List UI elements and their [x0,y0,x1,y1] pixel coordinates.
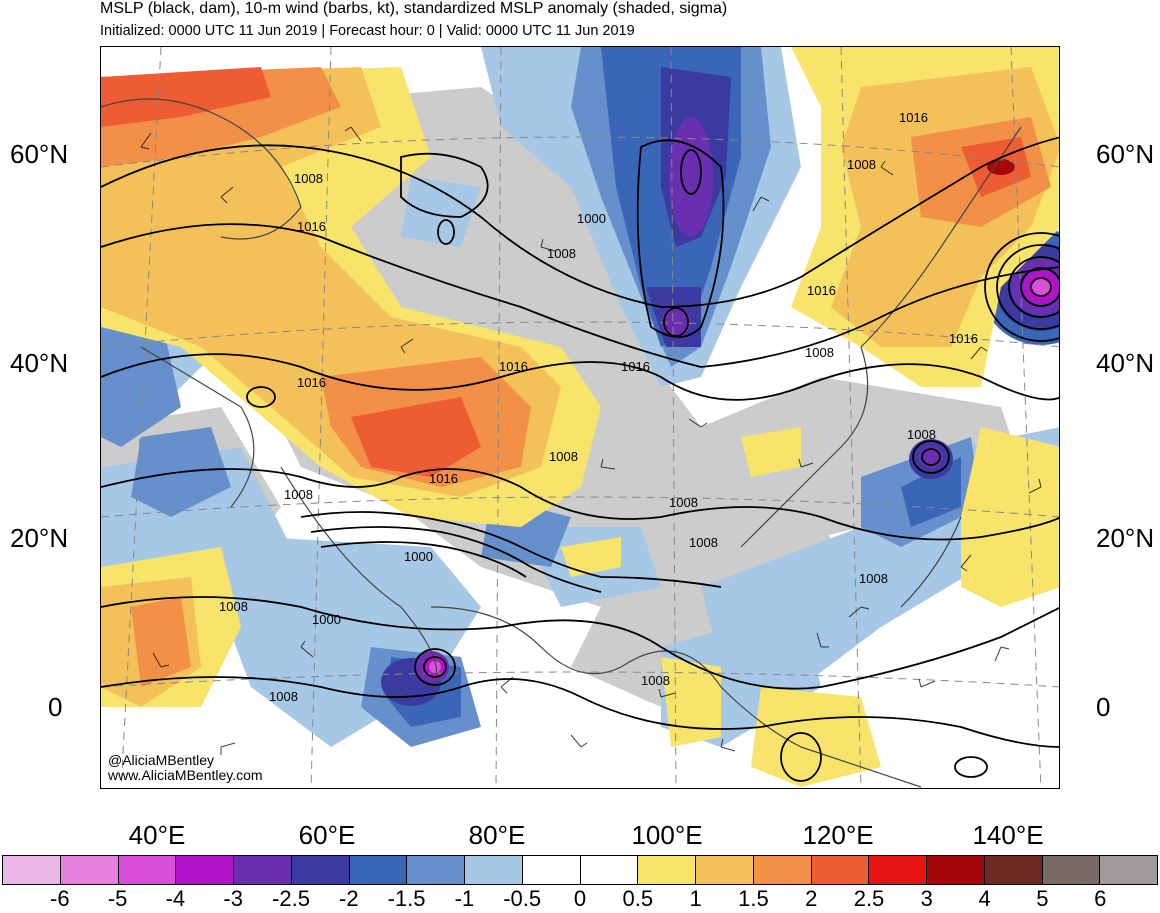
isobar-label: 1008 [294,171,323,186]
isobar-label: 1016 [429,471,458,486]
colorbar-swatch [696,856,754,884]
arabian-sea-low-anomaly [423,655,447,679]
lat-label-right-20: 20°N [1096,523,1155,553]
isobar-label: 1008 [641,673,670,688]
colorbar-tick-label: -6 [50,886,70,911]
lon-label-80e: 80°E [468,820,526,850]
colorbar-tick-label: -2 [339,886,359,911]
colorbar-tick-label: 2 [805,886,818,911]
colorbar-swatch [349,856,408,884]
isobar-label: 1008 [847,157,876,172]
colorbar-swatch [234,856,292,884]
colorbar-swatch [1100,856,1157,884]
colorbar-swatch [927,856,985,884]
isobar-label: 1008 [907,427,936,442]
dark-red-anomaly-areas [987,159,1015,175]
lat-label-right-0: 0 [1096,692,1111,722]
colorbar-swatch [1042,856,1101,884]
lat-label-right-40: 40°N [1096,348,1155,378]
isobar-label: 1016 [807,283,836,298]
isobar-label: 1008 [269,689,298,704]
credit-website: www.AliciaMBentley.com [108,767,263,783]
colorbar-tick-label: -0.5 [503,886,542,911]
isobar-label: 1016 [949,331,978,346]
weather-map: 1008 1016 1000 1008 1016 1016 1008 1016 … [100,46,1060,789]
colorbar [2,855,1158,885]
isobar-label: 1008 [547,246,576,261]
colorbar-tick-label: 5 [1036,886,1049,911]
graticule [101,47,1059,788]
colorbar-swatch [118,856,177,884]
colorbar-tick-label: 0 [573,886,587,911]
colorbar-swatch [580,856,639,884]
red-orange-anomaly-areas [101,67,1031,477]
coastlines [101,98,1022,788]
colorbar-tick-label: -3 [223,886,243,911]
colorbar-tick-label: 1 [689,886,702,911]
isobar-label: 1000 [312,612,341,627]
isobar-label: 1008 [669,495,698,510]
colorbar-tick-label: -5 [107,886,128,911]
colorbar-tick-label: 2.5 [853,886,885,911]
isobar-label: 1008 [219,599,248,614]
map-subtitle: Initialized: 0000 UTC 11 Jun 2019 | Fore… [100,23,635,39]
isobar-label: 1008 [284,487,313,502]
isobar-label: 1000 [404,549,433,564]
colorbar-tick-label: -2.5 [272,886,310,911]
colorbar-tick-label: -1.5 [387,886,426,911]
lat-label-right-60: 60°N [1096,139,1155,169]
lon-label-40e: 40°E [128,820,186,850]
colorbar-swatch [811,856,870,884]
lon-label-120e: 120°E [802,820,874,850]
isobar-label: 1016 [499,359,528,374]
wind-barbs [140,126,1042,755]
lat-label-left-60: 60°N [10,139,69,169]
colorbar-swatch [522,856,581,884]
colorbar-swatch [291,856,350,884]
map-canvas: 1008 1016 1000 1008 1016 1016 1008 1016 … [101,47,1059,788]
isobar-label: 1008 [549,449,578,464]
isobar-label: 1000 [577,211,606,226]
colorbar-tick-label: 6 [1094,886,1107,911]
colorbar-swatch [60,856,119,884]
isobar-label: 1016 [621,359,650,374]
colorbar-swatch [407,856,465,884]
isobar-labels: 1008 1016 1000 1008 1016 1016 1008 1016 … [219,110,978,704]
isobar-label: 1008 [805,345,834,360]
colorbar-swatch [3,856,61,884]
colorbar-swatch [753,856,812,884]
colorbar-tick-label: 0.5 [622,886,654,911]
isobars [101,136,1059,782]
lon-label-140e: 140°E [972,820,1044,850]
colorbar-tick-label: 4 [978,886,991,911]
colorbar-tick-label: -4 [165,886,186,911]
lon-label-100e: 100°E [631,820,703,850]
isobar-label: 1008 [689,535,718,550]
colorbar-tick-label: 1.5 [738,886,769,911]
lat-label-left-0: 0 [48,692,63,722]
colorbar-swatch [176,856,234,884]
lat-label-left-40: 40°N [10,348,69,378]
isobar-label: 1016 [297,219,326,234]
colorbar-tick-label: -1 [454,886,475,911]
colorbar-tick-label: 3 [920,886,933,911]
colorbar-swatch [984,856,1043,884]
isobar-label: 1016 [899,110,928,125]
lat-label-left-20: 20°N [10,523,69,553]
isobar-label: 1008 [859,571,888,586]
isobar-label: 1016 [297,375,326,390]
credit-handle: @AliciaMBentley [108,752,215,768]
colorbar-swatch [465,856,523,884]
lon-label-60e: 60°E [298,820,356,850]
colorbar-swatch [638,856,696,884]
map-title: MSLP (black, dam), 10-m wind (barbs, kt)… [100,0,728,17]
colorbar-swatch [869,856,927,884]
